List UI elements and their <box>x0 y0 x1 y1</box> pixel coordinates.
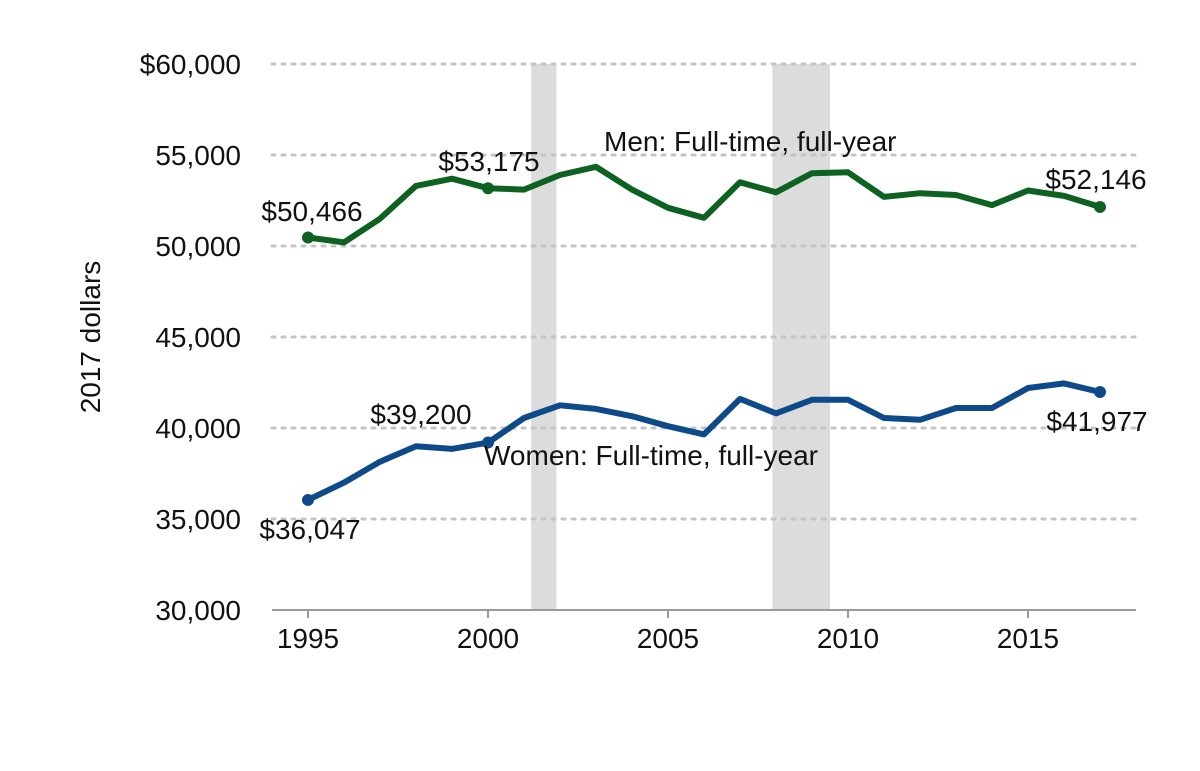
data-label-men-1995: $50,466 <box>261 196 362 227</box>
y-tick-label: $60,000 <box>140 49 241 80</box>
data-point-men-1995 <box>302 231 314 244</box>
gridlines <box>270 62 1138 521</box>
data-point-women-2000 <box>482 436 494 449</box>
x-tick-label: 2015 <box>997 623 1059 654</box>
y-tick-label: 45,000 <box>155 322 241 353</box>
data-label-women-2000: $39,200 <box>370 399 471 430</box>
x-tick-label: 2005 <box>637 623 699 654</box>
annotations: 2017 dollars Men: Full-time, full-year W… <box>75 126 1148 545</box>
data-point-women-1995 <box>302 493 314 506</box>
data-label-women-1995: $36,047 <box>259 514 360 545</box>
series-line-women <box>305 380 1103 503</box>
x-tick-label: 2010 <box>817 623 879 654</box>
data-point-women-2017 <box>1094 386 1106 399</box>
y-tick-label: 50,000 <box>155 231 241 262</box>
axes: 30,000 35,000 40,000 45,000 50,000 55,000 $60,… <box>140 49 1136 654</box>
data-label-men-2000: $53,175 <box>438 146 539 177</box>
series-line-men <box>305 163 1103 246</box>
data-point-men-2000 <box>482 182 494 195</box>
data-label-women-2017: $41,977 <box>1046 406 1147 437</box>
x-tick-label: 2000 <box>457 623 519 654</box>
series-label-women: Women: Full-time, full-year <box>484 440 818 471</box>
series-label-men: Men: Full-time, full-year <box>604 126 897 157</box>
y-axis-title: 2017 dollars <box>75 261 106 414</box>
y-tick-label: 35,000 <box>155 504 241 535</box>
y-tick-label: 40,000 <box>155 413 241 444</box>
y-tick-label: 55,000 <box>155 140 241 171</box>
x-tick-label: 1995 <box>277 623 339 654</box>
data-point-men-2017 <box>1094 200 1106 213</box>
series-lines <box>302 163 1106 506</box>
y-tick-label: 30,000 <box>155 595 241 626</box>
data-label-men-2017: $52,146 <box>1045 164 1146 195</box>
